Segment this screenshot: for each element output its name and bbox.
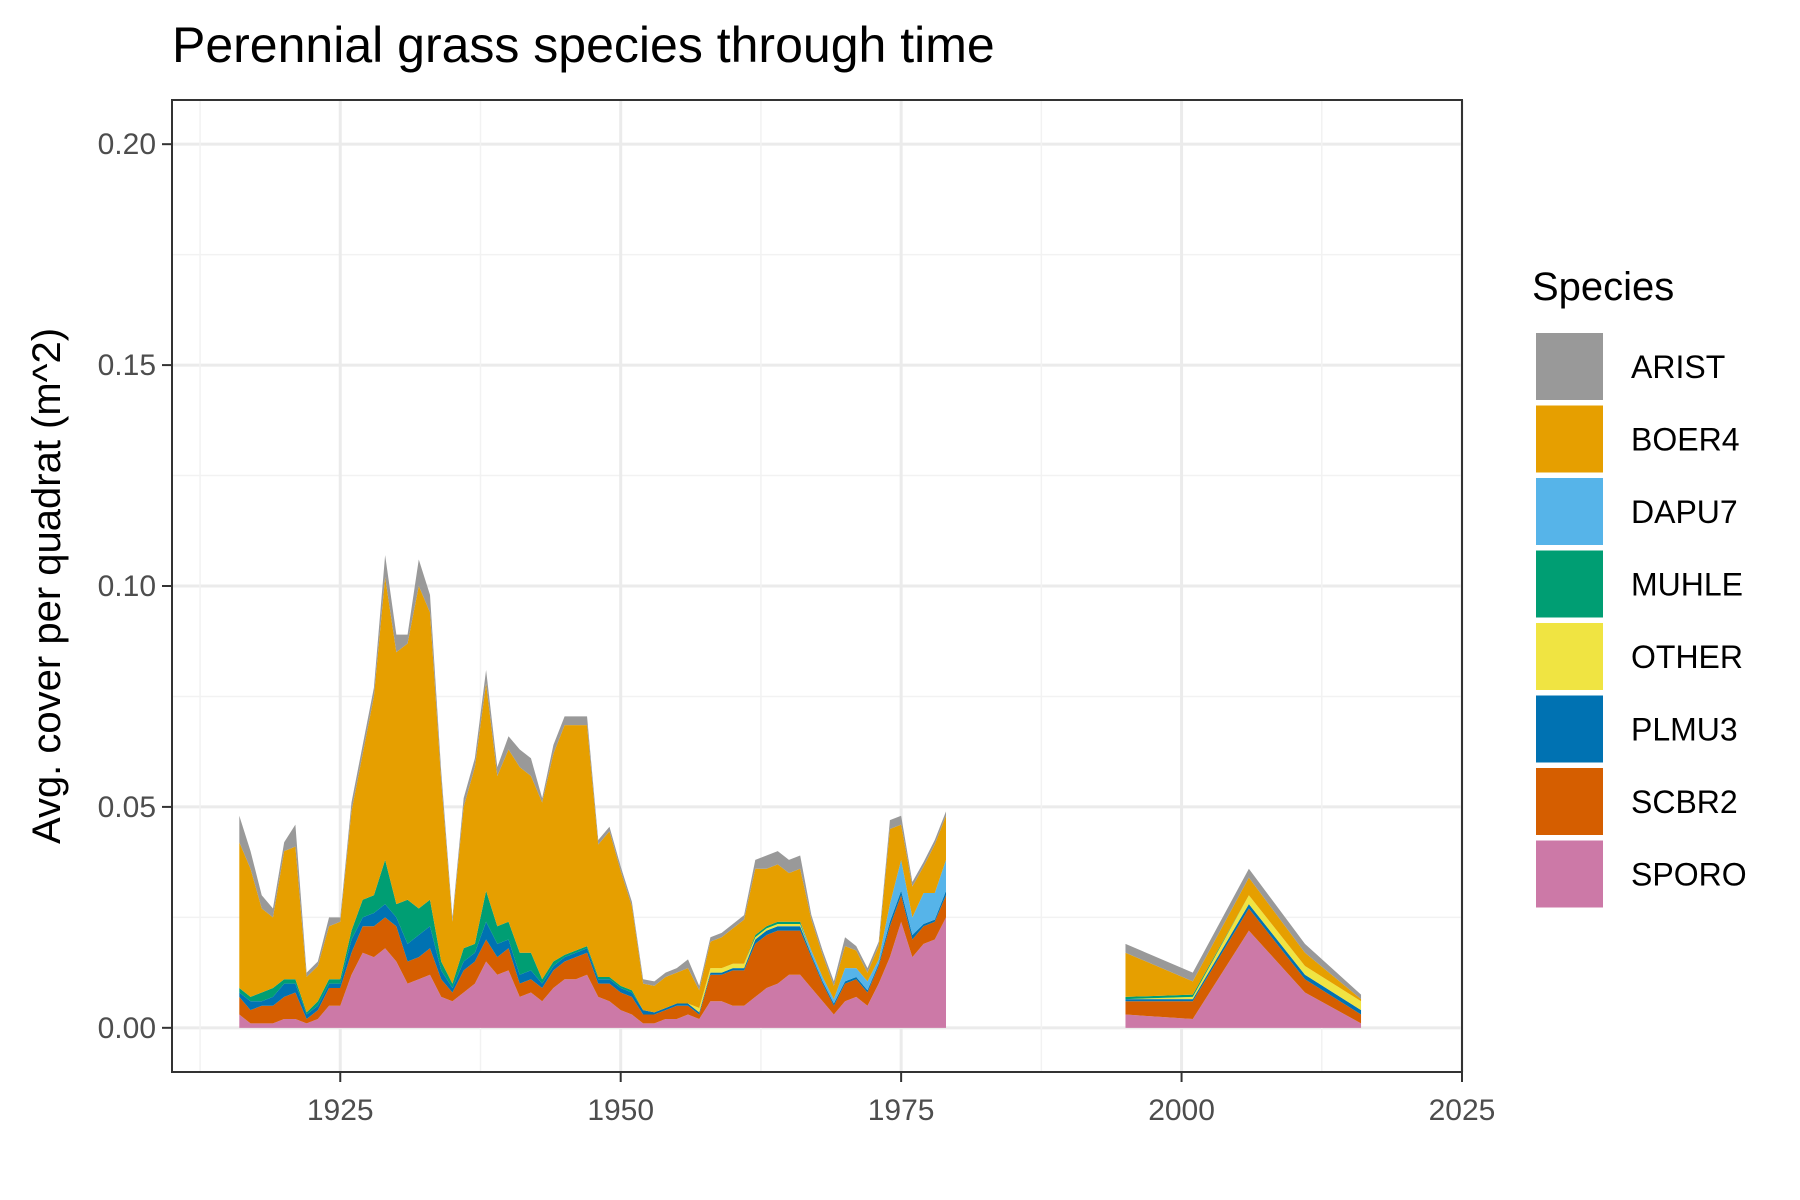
x-tick-label: 1925 — [307, 1094, 374, 1127]
x-tick-label: 2025 — [1429, 1094, 1496, 1127]
area-other-segment-2 — [1125, 895, 1362, 1011]
y-tick-label: 0.10 — [98, 570, 156, 603]
area-scbr2-segment-1 — [239, 895, 947, 1024]
legend-title: Species — [1532, 265, 1674, 309]
legend-label-other: OTHER — [1631, 639, 1743, 675]
chart-title: Perennial grass species through time — [172, 17, 995, 73]
area-sporo-segment-1 — [239, 917, 947, 1028]
y-axis-label: Avg. cover per quadrat (m^2) — [25, 328, 69, 844]
legend-label-scbr2: SCBR2 — [1631, 784, 1738, 820]
legend-label-sporo: SPORO — [1631, 857, 1747, 893]
legend-label-arist: ARIST — [1631, 349, 1725, 385]
legend-label-dapu7: DAPU7 — [1631, 494, 1738, 530]
legend-swatch-sporo — [1536, 840, 1603, 908]
legend: ARIST BOER4 DAPU7 MUHLE OTHER PLMU3 SCBR2 SPORO — [1536, 333, 1747, 908]
legend-swatch-dapu7 — [1536, 478, 1603, 545]
legend-label-plmu3: PLMU3 — [1631, 712, 1738, 748]
legend-swatch-scbr2 — [1536, 768, 1603, 835]
axes: 0.00 0.05 0.10 0.15 0.20 1925 1950 1975 2000 2025 — [98, 128, 1496, 1127]
x-tick-label: 2000 — [1148, 1094, 1215, 1127]
legend-swatch-arist — [1536, 333, 1603, 400]
area-scbr2-segment-2 — [1125, 908, 1362, 1024]
area-boer4-segment-2 — [1125, 877, 1362, 1002]
y-tick-label: 0.05 — [98, 791, 156, 824]
y-tick-label: 0.20 — [98, 128, 156, 161]
x-tick-label: 1950 — [587, 1094, 654, 1127]
area-boer4-segment-1 — [239, 577, 947, 1013]
area-sporo-segment-2 — [1125, 930, 1362, 1028]
legend-label-boer4: BOER4 — [1631, 422, 1739, 458]
legend-label-muhle: MUHLE — [1631, 567, 1743, 603]
legend-swatch-other — [1536, 623, 1603, 690]
y-tick-label: 0.00 — [98, 1012, 156, 1045]
legend-swatch-boer4 — [1536, 405, 1603, 473]
legend-swatch-plmu3 — [1536, 695, 1603, 763]
y-tick-label: 0.15 — [98, 349, 156, 382]
x-tick-label: 1975 — [868, 1094, 935, 1127]
legend-swatch-muhle — [1536, 550, 1603, 618]
area-series-group — [239, 555, 1362, 1028]
